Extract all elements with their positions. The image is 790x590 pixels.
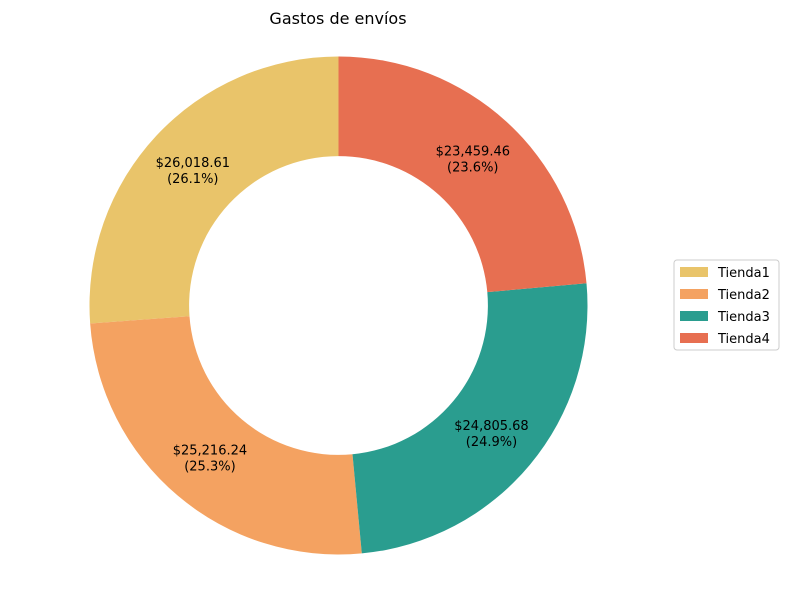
slice-tienda1 [89, 56, 339, 324]
slice-labels-group: $26,018.61 (26.1%) $25,216.24 (25.3%) $24,80… [156, 145, 529, 475]
slice-value-label: $26,018.61 [156, 156, 230, 171]
legend-label-tienda3: Tienda3 [717, 310, 770, 325]
slice-tienda3 [352, 283, 588, 554]
legend-box [673, 259, 780, 351]
chart-title: Gastos de envíos [269, 9, 406, 28]
slice-percent-label: (26.1%) [167, 172, 218, 187]
slice-percent-label: (25.3%) [184, 459, 235, 474]
slice-percent-label: (23.6%) [447, 161, 498, 176]
legend-swatch-tienda4 [680, 333, 708, 343]
legend-label-tienda1: Tienda1 [717, 266, 770, 281]
slice-value-label: $24,805.68 [454, 419, 528, 434]
legend-swatch-tienda1 [680, 267, 708, 277]
slice-label-tienda3: $24,805.68 (24.9%) [454, 419, 528, 450]
legend-label-tienda4: Tienda4 [717, 332, 770, 347]
slice-label-tienda2: $25,216.24 (25.3%) [173, 443, 247, 474]
slice-value-label: $25,216.24 [173, 443, 247, 458]
slice-percent-label: (24.9%) [466, 435, 517, 450]
legend: Tienda1 Tienda2 Tienda3 Tienda4 [673, 259, 780, 351]
slice-label-tienda1: $26,018.61 (26.1%) [156, 156, 230, 187]
legend-label-tienda2: Tienda2 [717, 288, 770, 303]
slice-tienda2 [90, 316, 362, 555]
slice-label-tienda4: $23,459.46 (23.6%) [436, 145, 510, 176]
legend-swatch-tienda2 [680, 289, 708, 299]
slices-group [89, 56, 588, 555]
legend-swatch-tienda3 [680, 311, 708, 321]
slice-value-label: $23,459.46 [436, 145, 510, 160]
slice-tienda4 [338, 56, 587, 293]
